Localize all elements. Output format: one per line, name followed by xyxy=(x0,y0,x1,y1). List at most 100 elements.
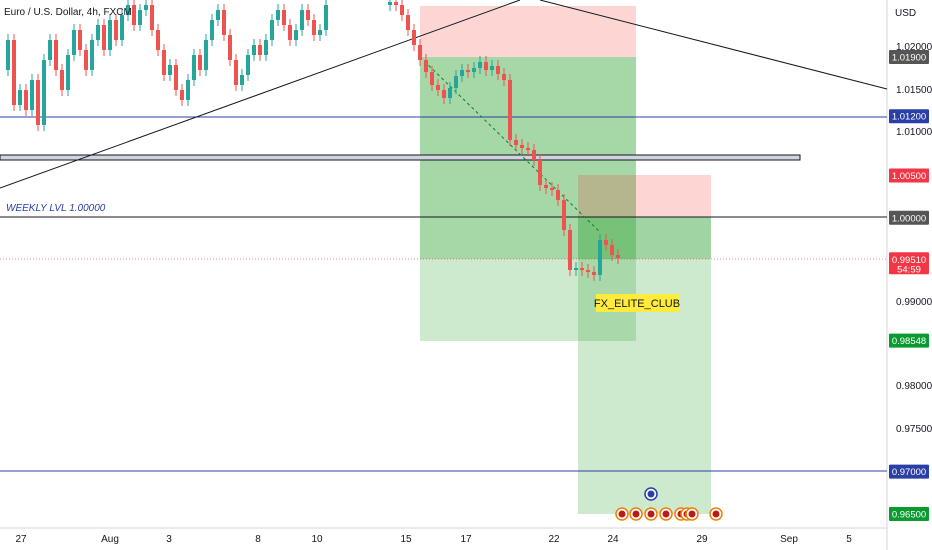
resistance-band[interactable] xyxy=(0,154,801,161)
price-tag: 1.01900 xyxy=(892,53,926,64)
candle-body xyxy=(406,15,410,30)
watermark-label: FX_ELITE_CLUB xyxy=(594,298,680,310)
price-tag-bg xyxy=(889,109,929,124)
flag-icon xyxy=(647,510,655,518)
candle-body xyxy=(568,230,572,270)
price-ticks: 1.02000 1.01500 1.01000 0.99000 0.98000 0.975… xyxy=(896,42,932,435)
candle-body xyxy=(156,30,160,50)
candle-body xyxy=(42,60,46,125)
time-label: Aug xyxy=(101,534,119,545)
price-tick: 1.01000 xyxy=(896,127,932,138)
candle-body xyxy=(394,2,398,5)
candle-body xyxy=(60,70,64,90)
time-label: 8 xyxy=(255,534,261,545)
price-tag: 1.00000 xyxy=(892,213,926,224)
candle-body xyxy=(592,272,596,275)
candle-body xyxy=(252,45,256,55)
candle-body xyxy=(400,5,404,15)
time-label: 15 xyxy=(400,534,412,545)
candle-body xyxy=(228,35,232,60)
candle-body xyxy=(18,90,22,105)
candle-body xyxy=(132,5,136,25)
candle-body xyxy=(556,190,560,200)
candle-body xyxy=(520,145,524,148)
candle-body xyxy=(532,150,536,160)
flag-icon xyxy=(688,510,696,518)
candle-body xyxy=(48,40,52,60)
time-labels: 27 Aug 3 8 10 15 17 22 24 29 Sep 5 xyxy=(15,534,852,545)
economic-events xyxy=(615,487,723,521)
candle-body xyxy=(430,72,434,85)
price-tick: 0.99000 xyxy=(896,297,932,308)
candle-body xyxy=(288,25,292,40)
candle-body xyxy=(490,66,494,70)
time-label: 10 xyxy=(311,534,323,545)
time-label: 5 xyxy=(846,534,852,545)
candle-body xyxy=(198,55,202,70)
time-label: 22 xyxy=(548,534,560,545)
candle-body xyxy=(436,85,440,90)
candle-body xyxy=(472,68,476,72)
candle-body xyxy=(538,160,542,185)
candle-body xyxy=(150,5,154,30)
candle-body xyxy=(478,62,482,68)
candle-body xyxy=(306,10,310,20)
candle-body xyxy=(324,5,328,30)
price-tag: 1.01200 xyxy=(892,112,926,123)
candle-body xyxy=(424,60,428,72)
price-tick: 1.01500 xyxy=(896,85,932,96)
falling-trendline[interactable] xyxy=(539,0,888,90)
rising-trendline[interactable] xyxy=(0,0,521,189)
watermark-label-bg xyxy=(596,294,679,312)
currency-label: USD xyxy=(895,8,916,19)
candle-body xyxy=(174,65,178,90)
time-label: 24 xyxy=(607,534,619,545)
candle-body xyxy=(54,40,58,70)
candle-body xyxy=(12,40,16,105)
candle-body xyxy=(66,55,70,90)
candle-body xyxy=(6,40,10,70)
candle-body xyxy=(526,148,530,150)
countdown: 54:59 xyxy=(897,264,921,275)
candle-body xyxy=(144,5,148,10)
target-zone-2[interactable] xyxy=(578,217,711,514)
candle-body xyxy=(598,240,602,275)
candle-body xyxy=(246,55,250,75)
candle-body xyxy=(126,5,130,15)
candle-body xyxy=(210,20,214,40)
candle-body xyxy=(258,45,262,55)
candle-body xyxy=(496,66,500,74)
candle-body xyxy=(30,80,34,110)
candle-body xyxy=(586,270,590,272)
price-tag: 0.98548 xyxy=(892,336,926,347)
target-zone-1[interactable] xyxy=(420,57,636,341)
candle-body xyxy=(574,268,578,270)
flag-icon xyxy=(632,510,640,518)
price-tag-bg xyxy=(889,333,929,348)
candle-body xyxy=(84,50,88,70)
price-tag: 0.97000 xyxy=(892,467,926,478)
price-tags: 1.01900 1.01200 1.00500 1.00000 0.9951054:59… xyxy=(889,50,929,521)
candle-body xyxy=(72,30,76,55)
price-tag-bg xyxy=(889,210,929,225)
candle-body xyxy=(180,90,184,100)
candle-body xyxy=(282,10,286,25)
price-tick: 0.98000 xyxy=(896,381,932,392)
candle-body xyxy=(460,70,464,76)
candle-body xyxy=(418,45,422,60)
candle-body xyxy=(604,240,608,245)
candle-body xyxy=(168,65,172,75)
candle-body xyxy=(222,10,226,35)
stop-zone-2[interactable] xyxy=(578,175,711,217)
candle-body xyxy=(610,245,614,255)
candle-body xyxy=(562,200,566,230)
candle-body xyxy=(550,188,554,190)
candle-body xyxy=(502,74,506,80)
candle-body xyxy=(162,50,166,75)
candle-body xyxy=(270,20,274,40)
candle-body xyxy=(318,30,322,35)
candle-body xyxy=(616,255,620,258)
stop-zone-1[interactable] xyxy=(420,6,636,57)
candles-group xyxy=(6,0,620,281)
